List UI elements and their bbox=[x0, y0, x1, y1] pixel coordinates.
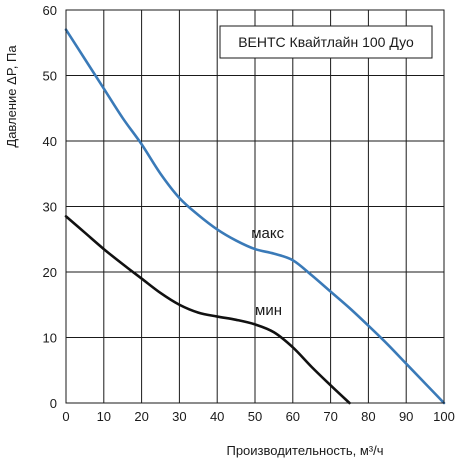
x-tick-label: 0 bbox=[62, 409, 69, 424]
y-axis-label: Давление ΔP, Па bbox=[4, 45, 19, 148]
series-label-max: макс bbox=[251, 225, 284, 242]
series-label-min: мин bbox=[255, 302, 282, 319]
y-tick-label: 40 bbox=[43, 134, 57, 149]
x-tick-label: 30 bbox=[172, 409, 186, 424]
y-tick-label: 20 bbox=[43, 265, 57, 280]
series-line-max bbox=[64, 28, 446, 405]
plot-frame bbox=[65, 9, 445, 404]
y-tick-label: 10 bbox=[43, 331, 57, 346]
chart-title: ВЕНТС Квайтлайн 100 Дуо bbox=[238, 34, 414, 50]
y-tick-label: 60 bbox=[43, 3, 57, 18]
x-axis-label: Производительность, м³/ч bbox=[226, 443, 383, 458]
title-box bbox=[219, 25, 433, 59]
x-tick-label: 10 bbox=[97, 409, 111, 424]
x-tick-label: 20 bbox=[134, 409, 148, 424]
x-tick-label: 100 bbox=[433, 409, 455, 424]
series-lines bbox=[64, 28, 446, 405]
y-tick-label: 0 bbox=[50, 396, 57, 411]
x-tick-label: 40 bbox=[210, 409, 224, 424]
y-tick-label: 50 bbox=[43, 69, 57, 84]
x-tick-label: 50 bbox=[248, 409, 262, 424]
x-tick-label: 90 bbox=[399, 409, 413, 424]
y-tick-label: 30 bbox=[43, 200, 57, 215]
series-line-min bbox=[64, 215, 351, 405]
x-tick-label: 70 bbox=[323, 409, 337, 424]
x-tick-label: 60 bbox=[286, 409, 300, 424]
tick-labels: 0 10 20 30 40 50 60 70 80 90 100 0 10 20 30 40 50 60 bbox=[43, 3, 455, 424]
x-tick-label: 80 bbox=[361, 409, 375, 424]
